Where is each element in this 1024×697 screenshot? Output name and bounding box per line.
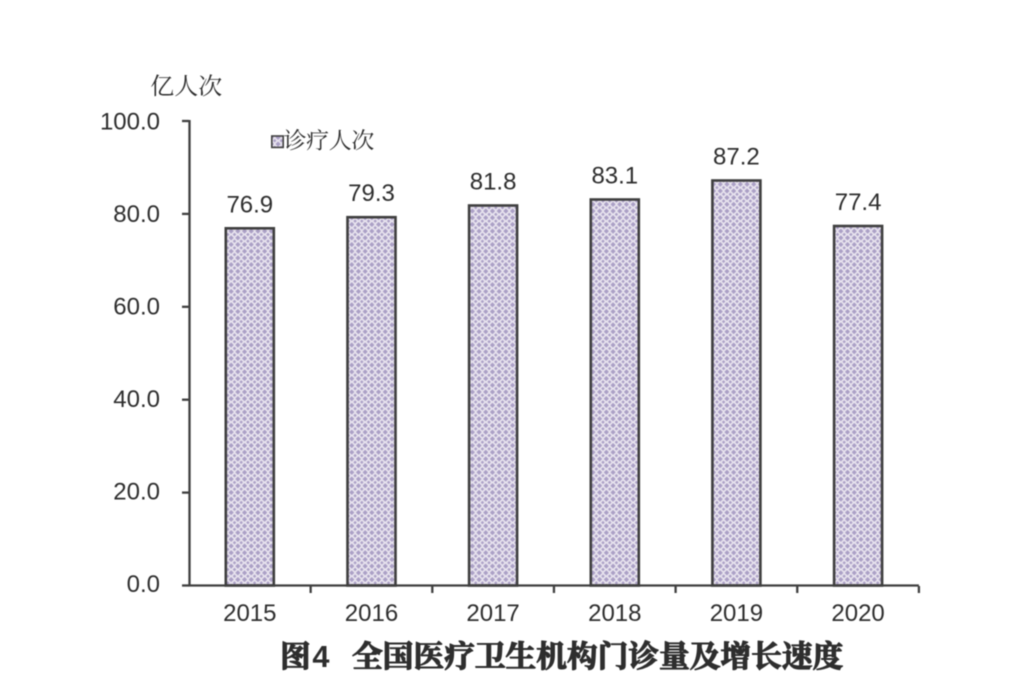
svg-text:20.0: 20.0 (113, 478, 160, 505)
svg-text:77.4: 77.4 (835, 189, 882, 216)
svg-text:76.9: 76.9 (226, 191, 273, 218)
svg-text:87.2: 87.2 (713, 144, 760, 171)
svg-text:79.3: 79.3 (348, 180, 395, 207)
svg-text:40.0: 40.0 (113, 386, 160, 413)
svg-text:81.8: 81.8 (470, 169, 517, 196)
svg-text:83.1: 83.1 (591, 163, 638, 190)
svg-text:100.0: 100.0 (100, 109, 160, 136)
svg-text:0.0: 0.0 (127, 571, 160, 598)
svg-text:2015: 2015 (223, 600, 276, 627)
svg-text:80.0: 80.0 (113, 201, 160, 228)
svg-text:4: 4 (312, 639, 329, 674)
svg-text:2020: 2020 (831, 600, 884, 627)
svg-text:60.0: 60.0 (113, 293, 160, 320)
svg-text:2018: 2018 (588, 600, 641, 627)
svg-text:2017: 2017 (466, 600, 519, 627)
svg-text:2016: 2016 (345, 600, 398, 627)
svg-text:2019: 2019 (710, 600, 763, 627)
